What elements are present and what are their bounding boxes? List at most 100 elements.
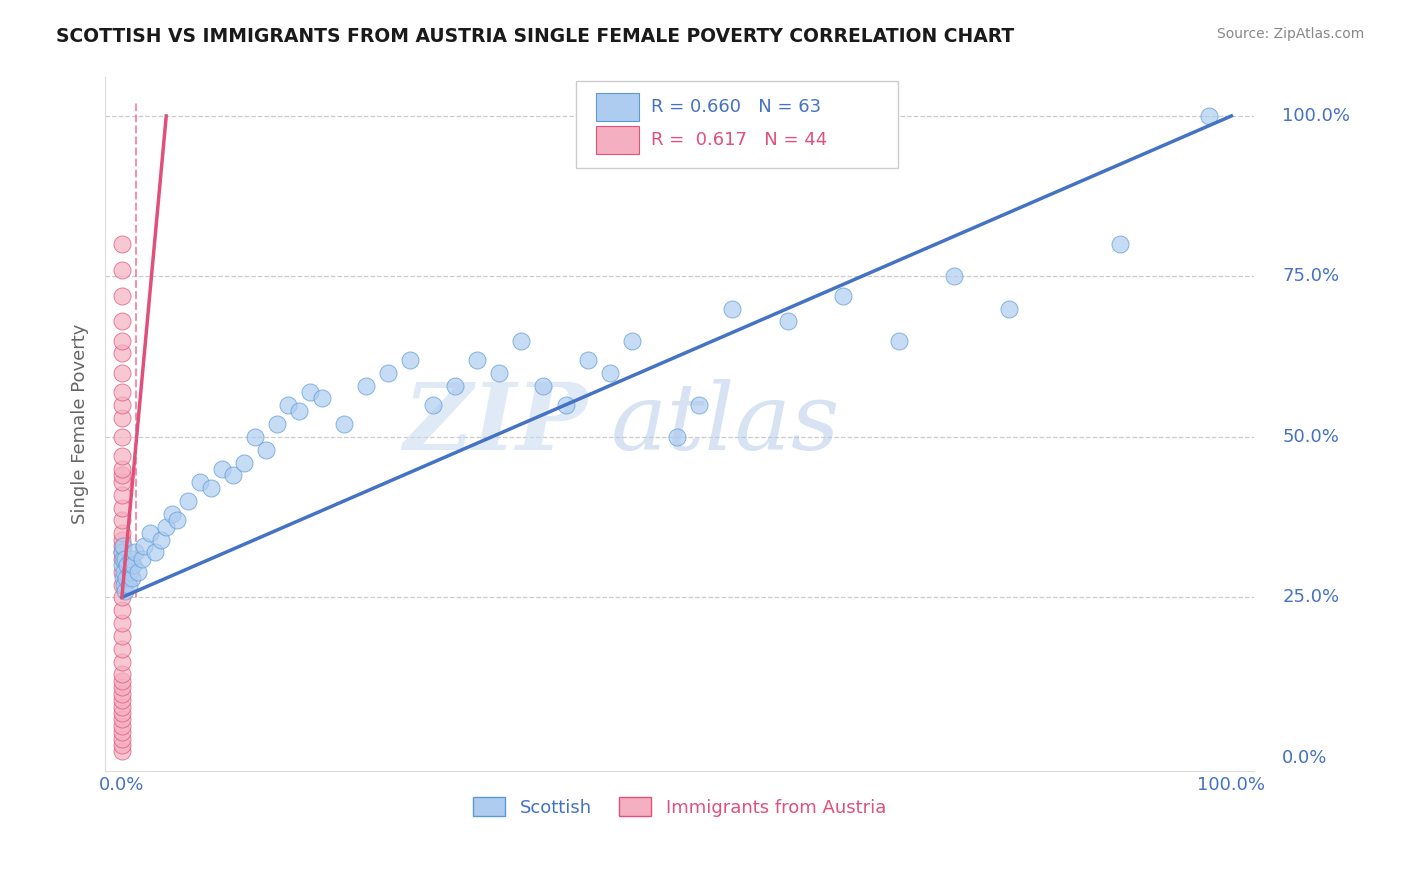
Point [155, 520, 177, 534]
Point [299, 384, 322, 399]
Point [277, 398, 299, 412]
Point [111, 410, 134, 425]
Point [243, 430, 266, 444]
Point [111, 346, 134, 360]
FancyBboxPatch shape [596, 94, 640, 121]
Point [1109, 237, 1132, 252]
Point [665, 430, 688, 444]
Point [111, 552, 134, 566]
Point [533, 378, 555, 392]
Point [111, 539, 134, 553]
Point [943, 269, 966, 284]
Point [111, 719, 134, 733]
Point [128, 565, 150, 579]
Point [114, 584, 136, 599]
Text: 75.0%: 75.0% [1282, 268, 1340, 285]
FancyBboxPatch shape [576, 81, 897, 168]
Point [111, 488, 134, 502]
Point [111, 526, 134, 541]
Point [111, 655, 134, 669]
Point [443, 378, 465, 392]
Point [554, 398, 576, 412]
Text: 100.0%: 100.0% [1282, 107, 1350, 125]
Point [166, 513, 188, 527]
Text: 0.0%: 0.0% [1282, 749, 1327, 767]
FancyBboxPatch shape [596, 126, 640, 153]
Point [111, 673, 134, 688]
Point [111, 571, 134, 585]
Point [377, 366, 399, 380]
Text: atlas: atlas [610, 379, 839, 469]
Point [111, 565, 134, 579]
Point [111, 263, 134, 277]
Text: SCOTTISH VS IMMIGRANTS FROM AUSTRIA SINGLE FEMALE POVERTY CORRELATION CHART: SCOTTISH VS IMMIGRANTS FROM AUSTRIA SING… [56, 27, 1015, 45]
Text: R = 0.660   N = 63: R = 0.660 N = 63 [651, 98, 821, 116]
Point [599, 366, 621, 380]
Point [115, 571, 138, 585]
Point [111, 500, 134, 515]
Point [111, 591, 134, 605]
Point [111, 712, 134, 726]
Point [111, 687, 134, 701]
Point [111, 468, 134, 483]
Point [132, 539, 155, 553]
Point [111, 475, 134, 489]
Point [111, 577, 134, 591]
Point [266, 417, 288, 431]
Point [111, 680, 134, 694]
Point [149, 533, 172, 547]
Point [124, 545, 146, 559]
Point [121, 571, 143, 585]
Point [111, 513, 134, 527]
Point [621, 334, 644, 348]
Text: R =  0.617   N = 44: R = 0.617 N = 44 [651, 131, 827, 149]
Point [111, 629, 134, 643]
Point [111, 725, 134, 739]
Point [488, 366, 510, 380]
Point [111, 545, 134, 559]
Point [111, 699, 134, 714]
Point [332, 417, 354, 431]
Point [160, 507, 183, 521]
Point [111, 462, 134, 476]
Point [399, 352, 422, 367]
Point [576, 352, 599, 367]
Text: ZIP: ZIP [404, 379, 588, 469]
Point [721, 301, 744, 316]
Point [998, 301, 1021, 316]
Point [111, 558, 134, 573]
Point [111, 738, 134, 752]
Point [111, 603, 134, 617]
Point [131, 552, 153, 566]
Point [111, 552, 134, 566]
Point [114, 552, 136, 566]
Point [111, 314, 134, 328]
Point [111, 667, 134, 681]
Point [254, 442, 277, 457]
Point [688, 398, 710, 412]
Point [288, 404, 311, 418]
Point [111, 334, 134, 348]
Point [111, 641, 134, 656]
Point [117, 577, 139, 591]
Point [111, 693, 134, 707]
Point [222, 468, 245, 483]
Point [111, 533, 134, 547]
Point [118, 565, 141, 579]
Point [232, 456, 254, 470]
Point [111, 545, 134, 559]
Point [1198, 109, 1220, 123]
Point [111, 288, 134, 302]
Y-axis label: Single Female Poverty: Single Female Poverty [72, 324, 89, 524]
Point [111, 615, 134, 630]
Point [111, 398, 134, 412]
Point [111, 731, 134, 746]
Point [122, 558, 145, 573]
Point [143, 545, 166, 559]
Point [211, 462, 233, 476]
Text: Source: ZipAtlas.com: Source: ZipAtlas.com [1216, 27, 1364, 41]
Point [177, 494, 200, 508]
Point [510, 334, 533, 348]
Point [111, 539, 134, 553]
Point [138, 526, 160, 541]
